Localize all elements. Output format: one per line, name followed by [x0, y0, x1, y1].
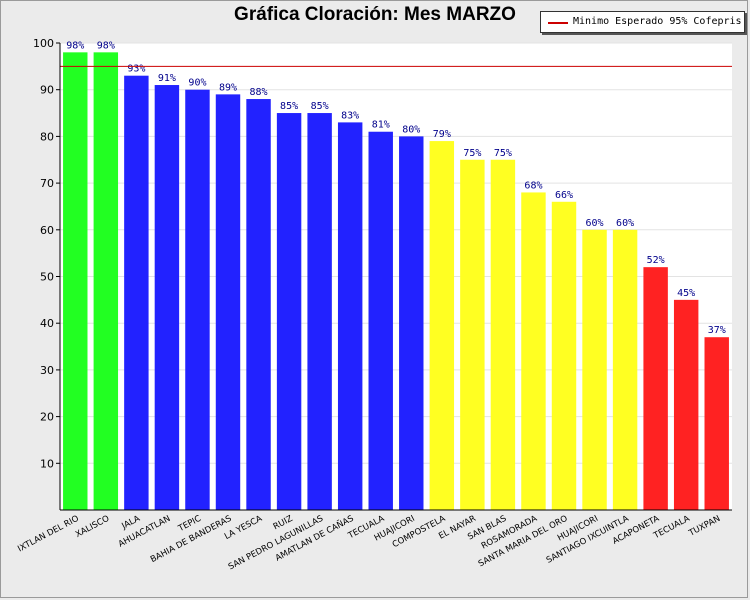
bar [337, 122, 363, 510]
legend-line-swatch [548, 22, 568, 24]
y-tick-label: 50 [40, 271, 54, 284]
bar [246, 99, 271, 510]
bar [124, 75, 149, 510]
y-tick-label: 40 [40, 317, 54, 330]
data-label: 98% [97, 40, 115, 51]
bar [429, 141, 455, 510]
y-tick-label: 60 [40, 224, 54, 237]
data-label: 83% [341, 110, 359, 121]
bar [215, 94, 241, 511]
legend-label: Minimo Esperado 95% Cofepris [573, 16, 742, 27]
data-label: 60% [616, 218, 634, 229]
y-tick-label: 70 [40, 177, 54, 190]
data-label: 60% [586, 218, 604, 229]
bar [521, 192, 546, 510]
legend: Minimo Esperado 95% Cofepris [540, 11, 745, 33]
y-tick-label: 100 [33, 37, 54, 50]
bar [93, 52, 119, 511]
bar [612, 229, 638, 511]
data-label: 37% [708, 325, 726, 336]
chart-title: Gráfica Cloración: Mes MARZO [234, 4, 516, 25]
data-label: 89% [219, 82, 237, 93]
data-label: 80% [402, 124, 420, 135]
y-tick-label: 10 [40, 457, 54, 470]
bar [490, 159, 516, 510]
data-label: 88% [250, 87, 268, 98]
bar [63, 52, 88, 511]
data-label: 75% [494, 148, 512, 159]
x-tick-label: XALISCO [74, 514, 112, 540]
bar [399, 136, 424, 510]
data-label: 93% [127, 64, 145, 75]
data-label: 85% [280, 101, 298, 112]
bar [704, 337, 729, 510]
data-label: 52% [647, 255, 665, 266]
y-tick-label: 80 [40, 130, 54, 143]
x-tick-label: IXTLAN DEL RIO [16, 514, 81, 555]
data-label: 90% [188, 78, 206, 89]
bar [185, 89, 210, 510]
data-label: 45% [677, 288, 695, 299]
bar [551, 201, 577, 510]
bar [276, 113, 302, 511]
bar [154, 85, 180, 510]
y-tick-label: 20 [40, 411, 54, 424]
bar [643, 267, 668, 510]
data-label: 79% [433, 129, 451, 140]
y-tick-label: 90 [40, 84, 54, 97]
data-label: 85% [311, 101, 329, 112]
bar [582, 229, 607, 511]
data-label: 91% [158, 73, 176, 84]
bar [307, 113, 332, 511]
data-label: 66% [555, 190, 573, 201]
x-tick-label: TUXPAN [687, 514, 723, 539]
data-label: 81% [372, 120, 390, 131]
data-label: 98% [66, 40, 84, 51]
data-label: 75% [463, 148, 481, 159]
bar [460, 159, 485, 510]
bar [673, 299, 699, 510]
bar [368, 131, 393, 511]
y-tick-label: 30 [40, 364, 54, 377]
data-label: 68% [524, 180, 542, 191]
